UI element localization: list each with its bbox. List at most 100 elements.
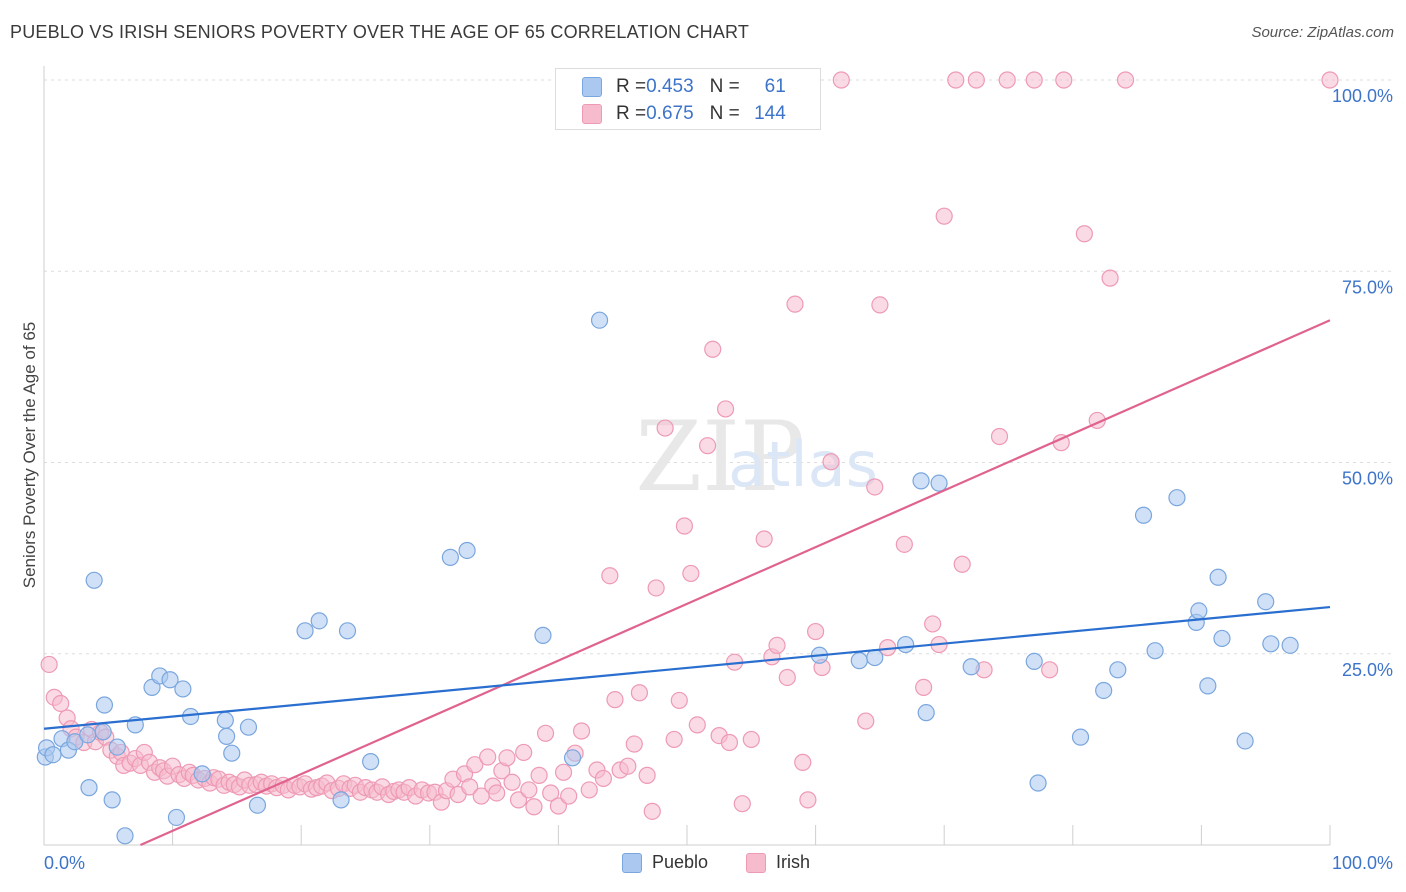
irish-point xyxy=(688,716,706,734)
pueblo-point xyxy=(95,696,114,714)
y-tick-label: 25.0% xyxy=(1342,660,1393,680)
irish-point xyxy=(768,636,786,654)
source-label: Source: ZipAtlas.com xyxy=(1251,24,1394,41)
pueblo-point xyxy=(79,726,97,744)
pueblo-point xyxy=(458,541,476,560)
irish-point xyxy=(1025,71,1043,89)
irish-point xyxy=(742,730,760,749)
irish-point xyxy=(520,781,538,799)
irish-point xyxy=(619,757,637,775)
watermark-atlas: atlas xyxy=(728,428,878,501)
pueblo-point xyxy=(103,791,121,809)
legend-pueblo-swatch xyxy=(622,852,642,873)
pueblo-r-value: 0.453 xyxy=(646,76,694,97)
irish-point xyxy=(647,579,665,597)
pueblo-point xyxy=(866,648,884,667)
irish-point xyxy=(857,712,875,730)
irish-point xyxy=(1116,71,1135,89)
pueblo-point xyxy=(94,723,112,741)
irish-point xyxy=(488,784,506,802)
irish-point xyxy=(698,437,717,455)
pueblo-point xyxy=(1095,681,1113,700)
pueblo-point xyxy=(917,704,935,722)
pueblo-point xyxy=(44,746,62,764)
pueblo-point xyxy=(1109,661,1127,679)
pueblo-point xyxy=(1209,568,1227,586)
irish-point xyxy=(822,453,840,471)
pueblo-point xyxy=(1029,774,1047,792)
irish-point xyxy=(924,615,942,633)
pueblo-point xyxy=(248,796,267,814)
pueblo-point xyxy=(1025,652,1043,671)
pueblo-swatch xyxy=(582,77,602,97)
pueblo-point xyxy=(1190,602,1208,620)
irish-point xyxy=(1041,661,1059,679)
irish-point xyxy=(542,784,560,802)
legend-item-irish: Irish xyxy=(746,852,810,873)
irish-point xyxy=(530,766,548,784)
irish-point xyxy=(720,733,739,752)
irish-point xyxy=(794,753,812,771)
pueblo-point xyxy=(1213,629,1231,648)
pueblo-point xyxy=(161,671,179,689)
pueblo-point xyxy=(223,744,241,762)
pueblo-point xyxy=(1262,635,1280,653)
pueblo-point xyxy=(193,765,211,783)
y-tick-label: 75.0% xyxy=(1342,277,1393,297)
irish-point xyxy=(606,691,624,709)
legend-pueblo-label: Pueblo xyxy=(652,852,709,872)
pueblo-point xyxy=(116,827,134,845)
irish-point xyxy=(549,797,568,815)
irish-point xyxy=(509,791,528,809)
irish-trend-line xyxy=(140,319,1331,847)
y-tick-label: 100.0% xyxy=(1332,86,1393,106)
irish-point xyxy=(1321,71,1339,89)
irish-n-value: 144 xyxy=(754,103,786,124)
y-tick-label: 50.0% xyxy=(1342,469,1393,489)
pueblo-point xyxy=(1236,732,1254,750)
pueblo-point xyxy=(1257,593,1275,611)
pueblo-point xyxy=(1281,636,1299,654)
pueblo-point xyxy=(216,711,234,729)
irish-point xyxy=(967,71,985,89)
irish-point xyxy=(947,71,965,89)
pueblo-point xyxy=(174,680,192,698)
chart-title: PUEBLO VS IRISH SENIORS POVERTY OVER THE… xyxy=(10,22,750,42)
pueblo-point xyxy=(930,474,948,492)
x-tick-label-left: 0.0% xyxy=(44,853,85,873)
pueblo-point xyxy=(1134,506,1153,524)
pueblo-point xyxy=(338,622,357,640)
legend-row-pueblo: R = 0.453 N = 61 xyxy=(582,76,786,98)
pueblo-point xyxy=(239,718,258,736)
irish-point xyxy=(675,517,694,535)
pueblo-trend-line xyxy=(43,605,1331,730)
pueblo-series xyxy=(36,311,1299,845)
irish-point xyxy=(665,730,683,749)
irish-point xyxy=(990,427,1009,446)
irish-point xyxy=(806,622,825,641)
pueblo-point xyxy=(912,472,930,490)
pueblo-point xyxy=(362,753,380,771)
irish-point xyxy=(638,766,656,784)
irish-point xyxy=(786,295,804,313)
irish-point xyxy=(643,802,661,820)
pueblo-point xyxy=(1146,642,1164,660)
pueblo-point xyxy=(218,727,236,745)
irish-series xyxy=(40,71,1339,820)
irish-point xyxy=(498,749,516,767)
legend-row-irish: R = 0.675 N = 144 xyxy=(582,103,786,125)
pueblo-point xyxy=(85,571,103,589)
irish-point xyxy=(461,778,479,796)
stats-legend: R = 0.453 N = 61 R = 0.675 N = 144 xyxy=(555,68,821,130)
irish-point xyxy=(554,763,573,781)
irish-point xyxy=(832,71,850,89)
trend-lines xyxy=(43,319,1331,847)
irish-point xyxy=(682,564,700,583)
grid-lines xyxy=(44,79,1395,655)
irish-point xyxy=(733,795,751,813)
pueblo-point xyxy=(108,738,126,756)
irish-point xyxy=(1075,225,1093,243)
irish-point xyxy=(998,71,1016,89)
pueblo-point xyxy=(590,311,609,329)
